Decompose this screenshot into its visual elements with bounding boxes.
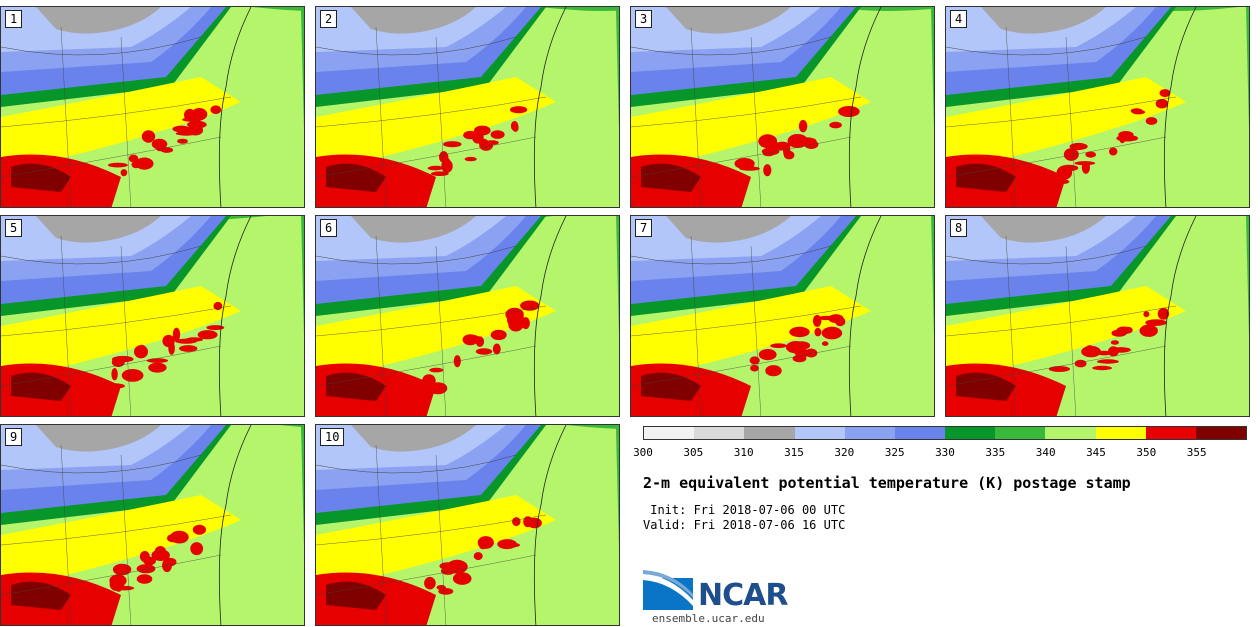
member-panel-4: 4 <box>945 6 1250 208</box>
init-time: Init: Fri 2018-07-06 00 UTC <box>643 503 846 517</box>
theta-e-map-7 <box>631 216 934 416</box>
colorbar-seg-8 <box>1045 427 1096 439</box>
member-panel-3: 3 <box>630 6 935 208</box>
colorbar-ticks: 300 305 310 315 320 325 330 335 340 345 … <box>633 446 1247 460</box>
member-label-9: 9 <box>5 428 23 446</box>
member-label-5: 5 <box>5 219 23 237</box>
colorbar-tick: 345 <box>1086 446 1106 459</box>
member-label-7: 7 <box>635 219 653 237</box>
member-panel-8: 8 <box>945 215 1250 417</box>
colorbar-seg-4 <box>844 427 895 439</box>
colorbar-tick: 340 <box>1035 446 1056 459</box>
theta-e-map-6 <box>316 216 619 416</box>
valid-time: Valid: Fri 2018-07-06 16 UTC <box>643 518 846 532</box>
theta-e-map-9 <box>1 425 304 625</box>
colorbar-seg-6 <box>945 427 996 439</box>
theta-e-map-3 <box>631 7 934 207</box>
colorbar-seg-3 <box>794 427 845 439</box>
member-panel-10: 10 <box>315 424 620 626</box>
colorbar-tick: 350 <box>1136 446 1157 459</box>
colorbar <box>643 426 1247 440</box>
colorbar-tick: 300 <box>633 446 653 459</box>
member-panel-9: 9 <box>0 424 305 626</box>
member-label-2: 2 <box>320 10 338 28</box>
theta-e-map-4 <box>946 7 1249 207</box>
colorbar-seg-0 <box>644 427 695 439</box>
theta-e-map-10 <box>316 425 619 625</box>
member-label-10: 10 <box>320 428 345 446</box>
member-panel-7: 7 <box>630 215 935 417</box>
colorbar-seg-1 <box>694 427 745 439</box>
colorbar-tick: 330 <box>935 446 955 459</box>
member-label-1: 1 <box>5 10 23 28</box>
theta-e-map-1 <box>1 7 304 207</box>
theta-e-map-2 <box>316 7 619 207</box>
member-label-8: 8 <box>950 219 968 237</box>
member-label-3: 3 <box>635 10 653 28</box>
colorbar-tick: 355 <box>1186 446 1207 459</box>
colorbar-tick: 310 <box>733 446 754 459</box>
org-name: NCAR <box>698 578 788 613</box>
colorbar-seg-5 <box>894 427 946 439</box>
member-label-6: 6 <box>320 219 338 237</box>
theta-e-map-5 <box>1 216 304 416</box>
colorbar-seg-11 <box>1195 427 1247 439</box>
figure-title: 2-m equivalent potential temperature (K)… <box>643 474 1131 492</box>
member-label-4: 4 <box>950 10 968 28</box>
member-panel-5: 5 <box>0 215 305 417</box>
colorbar-tick: 335 <box>985 446 1006 459</box>
website-link[interactable]: ensemble.ucar.edu <box>652 612 765 625</box>
member-panel-2: 2 <box>315 6 620 208</box>
theta-e-map-8 <box>946 216 1249 416</box>
colorbar-seg-9 <box>1095 427 1146 439</box>
colorbar-tick: 315 <box>784 446 804 459</box>
colorbar-tick: 305 <box>683 446 704 459</box>
colorbar-seg-2 <box>744 427 795 439</box>
member-panel-6: 6 <box>315 215 620 417</box>
colorbar-seg-7 <box>995 427 1046 439</box>
colorbar-tick: 320 <box>834 446 855 459</box>
colorbar-seg-10 <box>1145 427 1196 439</box>
ncar-logo-icon <box>643 570 693 610</box>
member-panel-1: 1 <box>0 6 305 208</box>
colorbar-tick: 325 <box>884 446 905 459</box>
